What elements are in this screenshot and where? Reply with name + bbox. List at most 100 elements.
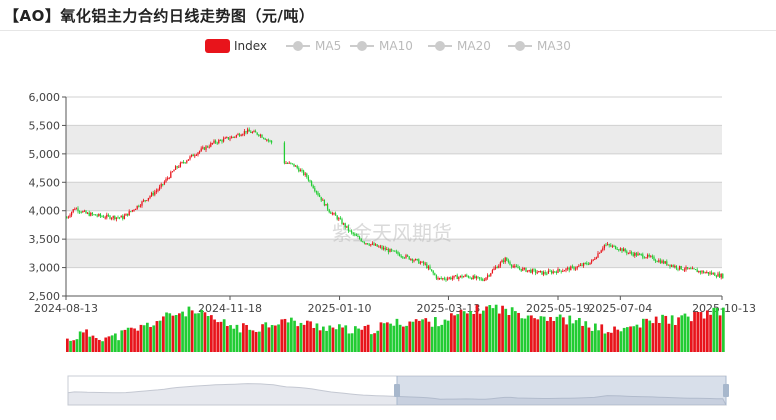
candle-body xyxy=(266,139,268,141)
candle-body xyxy=(605,244,607,246)
legend-label-index[interactable]: Index xyxy=(234,39,267,53)
volume-bar xyxy=(418,320,421,352)
volume-bar xyxy=(219,321,223,352)
candle-body xyxy=(394,250,396,252)
candle-body xyxy=(411,258,414,262)
volume-bar xyxy=(178,313,181,352)
candle-body xyxy=(195,154,198,156)
candle-body xyxy=(134,208,137,210)
volume-bar xyxy=(325,330,328,352)
candle-body xyxy=(363,241,366,244)
candle-body xyxy=(571,266,574,268)
legend-swatch-index[interactable] xyxy=(205,39,230,53)
volume-bar xyxy=(606,332,610,352)
candle-body xyxy=(293,163,295,167)
candle-body xyxy=(326,203,329,210)
candle-body xyxy=(677,268,679,270)
volume-bar xyxy=(210,315,213,352)
candle-body xyxy=(608,244,610,246)
volume-bar xyxy=(174,315,178,352)
candle-body xyxy=(171,171,174,173)
y-tick-label: 3,500 xyxy=(29,233,61,246)
candle-body xyxy=(309,180,311,182)
legend-dot-ma20[interactable] xyxy=(435,41,445,51)
volume-bar xyxy=(462,311,466,352)
volume-bar xyxy=(613,326,616,352)
candle-body xyxy=(592,259,594,261)
volume-bar xyxy=(120,330,124,352)
candle-body xyxy=(101,216,103,218)
candle-body xyxy=(147,197,150,201)
candle-body xyxy=(717,273,719,277)
volume-bar xyxy=(382,323,386,352)
candle-body xyxy=(376,244,378,247)
candle-body xyxy=(701,271,703,273)
candle-body xyxy=(502,260,505,263)
candle-body xyxy=(654,260,657,262)
legend-dot-ma5[interactable] xyxy=(293,41,303,51)
legend-dot-ma10[interactable] xyxy=(357,41,367,51)
candle-body xyxy=(610,245,612,247)
volume-bar xyxy=(450,313,453,352)
legend-dot-ma30[interactable] xyxy=(515,41,525,51)
candle-body xyxy=(149,196,151,198)
y-tick-label: 6,000 xyxy=(29,91,61,104)
candle-body xyxy=(438,278,441,280)
candle-body xyxy=(323,199,326,206)
candle-body xyxy=(541,270,543,275)
volume-bar xyxy=(718,315,722,352)
range-navigator[interactable] xyxy=(67,375,729,406)
legend-label-ma20[interactable]: MA20 xyxy=(457,39,491,53)
volume-bar xyxy=(200,309,204,352)
candle-body xyxy=(166,178,169,180)
volume-bar xyxy=(88,336,92,352)
candle-body xyxy=(240,135,242,137)
candle-body xyxy=(683,269,686,271)
volume-bar xyxy=(552,320,556,352)
candle-body xyxy=(184,162,186,164)
navigator-selection[interactable] xyxy=(397,376,726,405)
volume-bar xyxy=(261,324,264,352)
candle-body xyxy=(694,269,697,271)
candle-body xyxy=(264,138,266,140)
volume-bar xyxy=(242,323,245,352)
volume-bar xyxy=(91,335,95,352)
candle-body xyxy=(203,147,206,150)
volume-bar xyxy=(85,329,88,352)
legend-label-ma10[interactable]: MA10 xyxy=(379,39,413,53)
candle-body xyxy=(590,260,593,263)
volume-bar xyxy=(107,336,111,352)
candle-body xyxy=(634,253,636,256)
volume-bar xyxy=(555,316,559,352)
candle-body xyxy=(310,181,313,186)
legend-label-ma30[interactable]: MA30 xyxy=(537,39,571,53)
navigator-handle-right[interactable] xyxy=(723,384,729,397)
volume-bar xyxy=(203,312,207,352)
candle-body xyxy=(152,192,154,195)
candle-body xyxy=(702,271,705,273)
volume-bar xyxy=(629,326,632,352)
volume-bar xyxy=(690,321,693,352)
candle-body xyxy=(338,218,340,220)
candle-body xyxy=(685,267,687,270)
volume-bar xyxy=(318,330,322,352)
candle-body xyxy=(382,247,385,249)
candle-body xyxy=(470,277,473,280)
candle-body xyxy=(544,272,546,274)
volume-bar xyxy=(658,322,661,352)
legend[interactable]: Index MA5 MA10 MA20 MA30 xyxy=(205,39,571,53)
candle-body xyxy=(584,263,586,265)
candle-body xyxy=(334,213,337,216)
legend-label-ma5[interactable]: MA5 xyxy=(315,39,341,53)
candle-body xyxy=(179,162,182,167)
candle-body xyxy=(242,134,244,136)
navigator-handle-left[interactable] xyxy=(394,384,400,397)
candle-body xyxy=(581,264,583,266)
candle-body xyxy=(315,191,318,193)
candle-body xyxy=(246,129,249,133)
candle-body xyxy=(221,140,223,142)
candle-body xyxy=(493,268,495,271)
volume-bar xyxy=(334,329,338,352)
volume-bar xyxy=(98,339,101,352)
candle-body xyxy=(542,272,545,275)
